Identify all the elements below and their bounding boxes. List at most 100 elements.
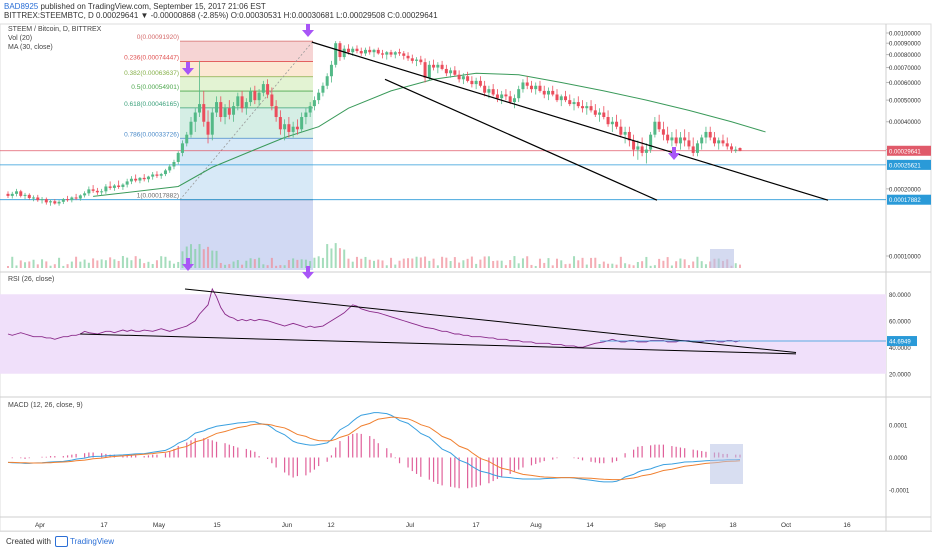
volume-bar <box>615 264 618 268</box>
time-axis-label: 12 <box>327 522 335 529</box>
candle-body <box>542 90 546 95</box>
volume-bar <box>602 261 605 268</box>
candle-body <box>376 49 380 54</box>
volume-bar <box>313 257 316 268</box>
down-arrow-icon <box>668 147 680 160</box>
candle-body <box>244 102 248 109</box>
candle-body <box>610 121 614 125</box>
volume-bar <box>441 256 444 268</box>
volume-bar <box>109 257 112 268</box>
candle-body <box>91 189 95 191</box>
candle-body <box>49 201 53 203</box>
candle-body <box>517 89 521 99</box>
volume-bar <box>232 261 235 268</box>
candle-body <box>589 106 593 111</box>
price-marker-label: 0.00025621 <box>889 163 921 169</box>
footer-brand[interactable]: TradingView <box>70 537 115 546</box>
volume-bar <box>521 258 524 268</box>
candle-body <box>495 94 499 99</box>
candle-body <box>427 64 431 78</box>
candle-body <box>155 174 159 176</box>
volume-bar <box>258 257 261 268</box>
tradingview-logo-icon <box>55 536 68 547</box>
candle-body <box>70 197 74 201</box>
volume-bar <box>641 261 644 268</box>
fib-level-label: 0.236(0.00074447) <box>124 55 179 62</box>
price-marker-badge <box>887 159 931 170</box>
rsi-band <box>0 294 886 374</box>
candle-body <box>572 102 576 105</box>
time-axis-label: May <box>153 522 166 529</box>
volume-bar <box>496 260 499 268</box>
candle-body <box>6 193 10 196</box>
fib-zone <box>180 61 313 77</box>
volume-bar <box>687 265 690 268</box>
volume-bar <box>504 265 507 268</box>
candle-body <box>329 64 333 77</box>
candle-body <box>100 191 104 193</box>
candle-body <box>678 137 682 144</box>
volume-bar <box>113 259 116 268</box>
volume-bar <box>351 261 354 268</box>
rsi-current-badge <box>887 336 917 347</box>
candle-body <box>334 43 338 65</box>
volume-bar <box>300 259 303 268</box>
price-axis-label: 0.00070000 <box>889 66 921 72</box>
volume-bar <box>475 263 478 268</box>
volume-bar <box>134 256 137 268</box>
volume-bar <box>670 265 673 268</box>
candle-body <box>193 112 197 122</box>
volume-bar <box>219 262 222 268</box>
volume-bar <box>734 263 737 268</box>
candle-body <box>168 166 172 171</box>
volume-bar <box>428 260 431 268</box>
candle-body <box>559 96 563 101</box>
candle-body <box>483 85 487 93</box>
volume-bar <box>194 248 197 268</box>
candle-body <box>355 48 359 52</box>
candle-body <box>198 104 202 113</box>
volume-bar <box>138 258 141 268</box>
volume-bar <box>338 248 341 268</box>
candle-body <box>232 106 236 115</box>
volume-bar <box>292 258 295 268</box>
price-axis-label: 0.00040000 <box>889 120 921 126</box>
volume-bar <box>245 260 248 268</box>
candle-body <box>406 55 410 59</box>
candle-body <box>432 64 436 68</box>
candle-body <box>385 52 389 55</box>
volume-bar <box>355 256 358 268</box>
volume-bar <box>143 263 146 268</box>
fib-zone <box>180 138 313 200</box>
candle-body <box>172 161 176 167</box>
volume-bar <box>419 257 422 268</box>
candle-body <box>10 193 14 196</box>
candle-body <box>104 186 108 192</box>
candle-body <box>129 178 133 182</box>
candle-body <box>402 53 406 56</box>
volume-bar <box>100 259 103 268</box>
candle-body <box>674 137 678 144</box>
candle-body <box>623 131 627 135</box>
volume-bar <box>287 260 290 268</box>
volume-bar <box>326 244 329 268</box>
candle-body <box>564 96 568 101</box>
ma-label: MA (30, close) <box>8 44 53 51</box>
candle-body <box>534 85 538 90</box>
signal-line <box>8 416 741 481</box>
volume-bar <box>7 266 9 268</box>
candle-body <box>478 80 482 86</box>
candle-body <box>581 106 585 109</box>
volume-bar <box>368 259 371 268</box>
candle-body <box>717 140 721 144</box>
candle-body <box>142 177 146 180</box>
candle-body <box>512 98 516 103</box>
author-link[interactable]: BAD8925 <box>4 2 39 11</box>
chart-canvas[interactable]: 0.00100000 0.00090000 0.00080000 0.00070000… <box>0 0 932 531</box>
candle-body <box>283 124 287 130</box>
volume-bar <box>598 264 601 268</box>
volume-bar <box>202 249 205 268</box>
candle-body <box>687 140 691 147</box>
time-axis-label: 17 <box>472 522 480 529</box>
